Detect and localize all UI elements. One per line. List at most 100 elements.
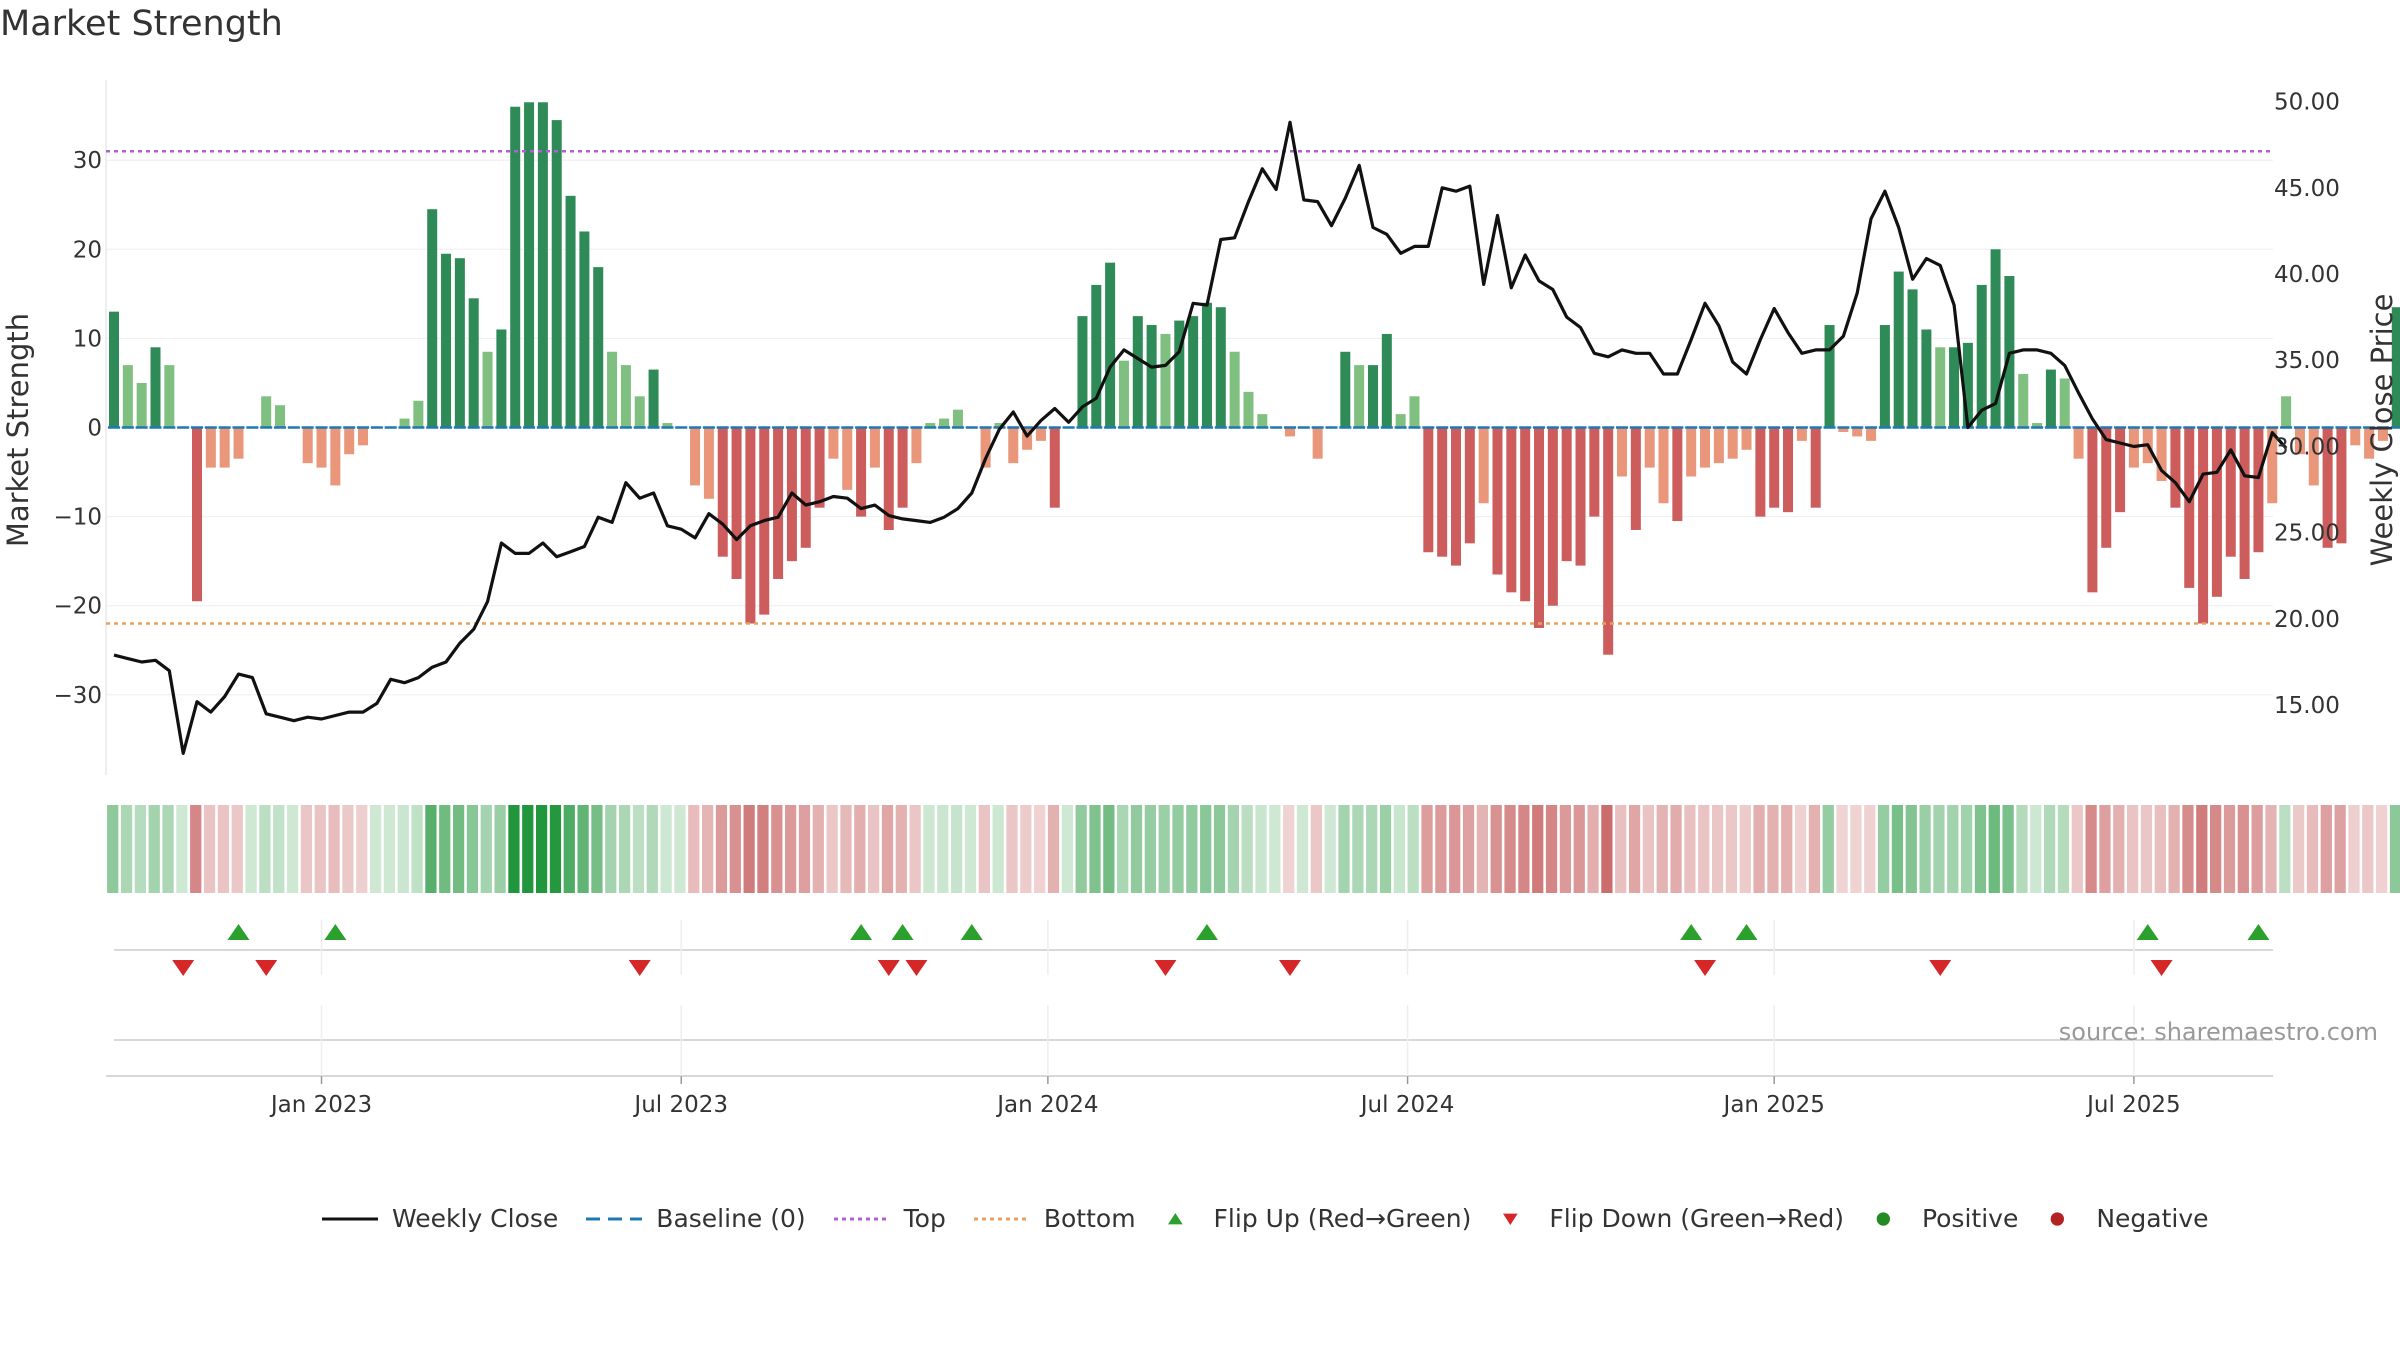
heat-cell (134, 805, 147, 893)
strength-bar (2087, 427, 2098, 593)
heat-cell (2389, 805, 2400, 893)
flip-down-marker (2150, 960, 2173, 976)
heat-cell (328, 805, 340, 893)
heat-cell (397, 805, 409, 893)
strength-bar (1188, 316, 1199, 428)
heat-cell (1698, 805, 1710, 893)
heat-cell (785, 805, 797, 893)
x-tick-label: Jan 2025 (1722, 1092, 1825, 1118)
strength-bar (731, 427, 742, 579)
heat-cell (1615, 805, 1627, 893)
heat-cell (2293, 805, 2305, 893)
flip-down-marker (172, 960, 195, 976)
strength-bar (1741, 427, 1752, 450)
heat-cell (2140, 805, 2153, 893)
heat-cell (702, 805, 714, 893)
heat-cell (1559, 805, 1572, 893)
heat-cell (1283, 805, 1295, 893)
heat-cell (854, 805, 866, 893)
strength-bar (1520, 427, 1531, 602)
strength-bar (1962, 342, 1973, 428)
baseline-swatch (586, 1217, 643, 1220)
heat-cell (1684, 805, 1696, 893)
strength-bar (662, 423, 673, 428)
heat-cell (2002, 805, 2014, 893)
heat-cell (2334, 805, 2346, 893)
heat-cell (798, 805, 811, 893)
strength-bar (1990, 249, 2001, 428)
y2-tick-label: 25.00 (2274, 521, 2340, 547)
heat-cell (1947, 805, 1959, 893)
strength-bar (2294, 427, 2305, 455)
bottom-swatch (973, 1217, 1030, 1220)
heat-cell (1103, 805, 1115, 893)
heat-cell (2016, 805, 2028, 893)
heat-cell (107, 805, 119, 893)
strength-bar (1008, 427, 1019, 464)
x-tick-label: Jan 2023 (269, 1092, 372, 1118)
heat-cell (660, 805, 672, 893)
strength-bar (593, 267, 604, 428)
heat-cell (1213, 805, 1226, 893)
flip-up-icon (1167, 1212, 1183, 1224)
flip-down-marker (1154, 960, 1177, 976)
flip-down-marker (905, 960, 928, 976)
legend-item-weekly-close: Weekly Close (320, 1204, 558, 1233)
heat-cell (1725, 805, 1738, 893)
strength-bar (122, 365, 133, 428)
strength-bar (814, 427, 825, 508)
heat-cell (1462, 805, 1475, 893)
x-tick-label: Jul 2024 (1359, 1092, 1455, 1118)
heat-cell (2265, 805, 2277, 893)
strength-bar (2336, 427, 2347, 544)
strength-bar (2350, 427, 2361, 446)
heat-cell (1310, 805, 1322, 893)
heat-cell (1020, 805, 1032, 893)
y2-tick-label: 50.00 (2274, 90, 2340, 116)
heat-cell (148, 805, 160, 893)
strength-bar (1450, 427, 1461, 566)
x-axis-ticks: Jan 2023 Jul 2023 Jan 2024 Jul 2024 Jan 2025… (269, 1076, 2181, 1118)
strength-bar (1229, 351, 1240, 428)
heat-cell (951, 805, 963, 893)
strength-bar (468, 298, 479, 428)
strength-bar (2281, 396, 2292, 428)
heat-cell (2196, 805, 2208, 893)
strength-bar (316, 427, 327, 468)
heat-cell (2320, 805, 2332, 893)
heat-cell (411, 805, 423, 893)
strength-bar (620, 365, 631, 428)
strength-bar (302, 427, 313, 464)
heat-cell (1296, 805, 1309, 893)
strength-bar (510, 106, 521, 428)
flip-up-marker (891, 924, 914, 940)
strength-bar (2253, 427, 2264, 553)
strength-bar (1091, 284, 1102, 428)
strength-bar (1838, 427, 1849, 432)
strength-bar (205, 427, 216, 468)
heat-cell (2085, 805, 2097, 893)
strength-bar (565, 195, 576, 428)
strength-bar (2391, 307, 2400, 428)
strength-bar (2225, 427, 2236, 557)
heat-cell (1130, 805, 1143, 893)
legend-item-baseline: Baseline (0) (584, 1204, 806, 1233)
heat-cell (1781, 805, 1793, 893)
strength-bar (1035, 427, 1046, 441)
y-tick-label: 10 (73, 326, 102, 352)
heat-cell (2099, 805, 2111, 893)
heat-cell (618, 805, 631, 893)
legend-label: Weekly Close (392, 1204, 559, 1233)
y-tick-label: −20 (53, 594, 102, 620)
heat-cell (1075, 805, 1087, 893)
heat-cell (1393, 805, 1405, 893)
heat-cell (2376, 805, 2388, 893)
strength-bar (828, 427, 839, 459)
flip-down-marker (255, 960, 278, 976)
strength-bar (1201, 302, 1212, 428)
heat-cell (743, 805, 755, 893)
strength-bar (2032, 423, 2043, 428)
strength-bar (1381, 333, 1392, 428)
heat-cell (1366, 805, 1378, 893)
